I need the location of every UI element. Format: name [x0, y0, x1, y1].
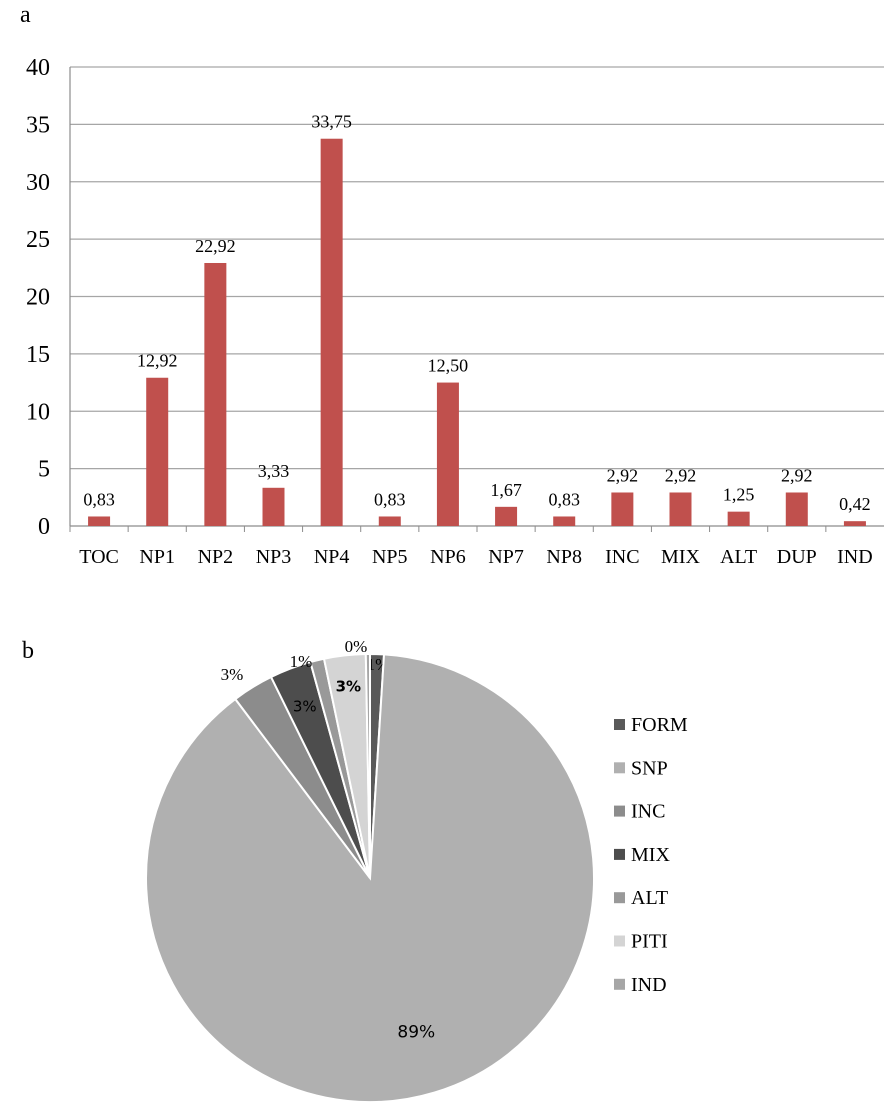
- bar: [320, 138, 343, 526]
- data-label: 2,92: [665, 465, 697, 485]
- x-tick-label: NP2: [198, 546, 234, 568]
- pie-label-snp: 89%: [397, 1022, 435, 1042]
- bar: [262, 487, 285, 526]
- x-tick-label: NP6: [430, 546, 466, 568]
- x-tick-label: NP5: [372, 546, 408, 568]
- data-label: 0,83: [548, 489, 580, 509]
- pie-slice-alt: [309, 657, 371, 879]
- pie-label-piti: 3%: [336, 678, 361, 696]
- bar: [88, 516, 111, 526]
- legend-label: IND: [631, 974, 667, 996]
- legend-label: MIX: [631, 844, 670, 866]
- legend-swatch: [614, 848, 625, 860]
- data-label: 12,50: [428, 356, 469, 376]
- pie-slice-form: [369, 652, 386, 879]
- pie-label-mix: 3%: [293, 697, 317, 715]
- data-label: 2,92: [607, 465, 639, 485]
- legend-swatch: [614, 805, 625, 817]
- data-label: 3,33: [258, 461, 290, 481]
- legend-label: SNP: [631, 757, 668, 779]
- data-label: 1,25: [723, 485, 755, 505]
- x-tick-label: MIX: [661, 546, 700, 568]
- pie-slice-piti: [322, 653, 371, 879]
- y-tick-label: 30: [26, 170, 50, 196]
- x-tick-label: NP4: [314, 546, 350, 568]
- bar-chart: 0 5 10 15 20 25 30 35 40 0,83 TOC 12,92 NP1 22,92 NP2 3…: [26, 55, 884, 568]
- panel-label-a: a: [20, 2, 31, 28]
- pie-slice-ind: [364, 652, 371, 879]
- pie-label-ind: 0%: [345, 637, 368, 656]
- pie-label-alt: 1%: [290, 652, 313, 671]
- legend-swatch: [614, 762, 625, 774]
- x-tick-label: IND: [837, 546, 873, 568]
- y-tick-label: 15: [26, 342, 50, 368]
- pie-slice-mix: [269, 660, 371, 879]
- bar: [727, 511, 750, 526]
- y-tick-label: 40: [26, 55, 50, 81]
- data-label: 12,92: [137, 351, 178, 371]
- legend-swatch: [614, 719, 625, 730]
- legend-label: ALT: [631, 887, 668, 909]
- legend-label: INC: [631, 801, 665, 823]
- x-tick-label: INC: [605, 546, 639, 568]
- x-tick-label: ALT: [720, 546, 757, 568]
- bar: [378, 516, 401, 526]
- legend-swatch: [614, 935, 625, 947]
- y-tick-label: 5: [38, 457, 50, 483]
- pie-slice-snp: [145, 653, 595, 1103]
- x-tick-label: TOC: [79, 546, 119, 568]
- data-label: 0,83: [83, 489, 115, 509]
- bar: [843, 521, 866, 526]
- pie-label-inc: 3%: [221, 665, 244, 684]
- data-label: 22,92: [195, 236, 236, 256]
- bar: [436, 382, 459, 526]
- bar: [611, 492, 634, 526]
- x-tick-label: NP1: [139, 546, 175, 568]
- data-label: 0,42: [839, 494, 871, 514]
- bar: [204, 262, 227, 526]
- bar: [495, 506, 518, 526]
- data-label: 0,83: [374, 489, 406, 509]
- x-tick-label: NP8: [546, 546, 582, 568]
- bar: [785, 492, 808, 526]
- y-tick-label: 20: [26, 285, 50, 311]
- x-tick-label: NP3: [256, 546, 292, 568]
- bar: [669, 492, 692, 526]
- data-label: 33,75: [311, 112, 352, 132]
- bar: [553, 516, 576, 526]
- bar: [146, 377, 169, 526]
- pie-slice-inc: [233, 675, 371, 879]
- y-tick-label: 10: [26, 399, 50, 425]
- legend-swatch: [614, 892, 625, 904]
- legend-swatch: [614, 978, 625, 990]
- x-tick-label: DUP: [777, 546, 817, 568]
- legend-label: PITI: [631, 931, 668, 953]
- x-tick-label: NP7: [488, 546, 524, 568]
- panel-label-b: b: [22, 638, 34, 664]
- y-tick-label: 0: [38, 514, 50, 540]
- data-label: 1,67: [490, 480, 522, 500]
- pie-label-form: 1%: [367, 655, 390, 674]
- legend-label: FORM: [631, 714, 688, 736]
- data-label: 2,92: [781, 465, 813, 485]
- y-tick-label: 35: [26, 112, 50, 138]
- y-tick-label: 25: [26, 227, 50, 253]
